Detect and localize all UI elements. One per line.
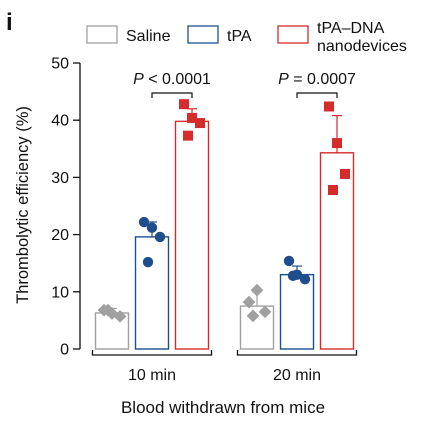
data-point [328,184,338,195]
data-point [242,295,256,309]
x-axis-label: Blood withdrawn from mice [121,398,325,417]
data-point [340,168,350,179]
bar [279,273,315,350]
data-point [250,283,264,297]
x-tick-label: 10 min [128,367,176,384]
p-value-label: P = 0.0007 [278,71,356,88]
legend: Saline tPA tPA–DNA nanodevices [86,20,407,55]
y-axis: 0 10 20 30 40 50 [51,56,81,359]
legend-label-tpa: tPA [227,28,252,45]
bars [94,108,355,350]
y-tick-label: 50 [51,56,69,73]
data-point [332,138,342,149]
data-point [154,231,166,243]
y-tick-label: 10 [51,284,69,301]
legend-swatch-saline [86,25,118,44]
data-point [287,270,299,281]
data-point [179,99,189,110]
x-axis: 10 min 20 min [91,350,358,384]
data-point [183,130,193,141]
panel-label: i [6,9,13,36]
significance-bracket [296,92,338,98]
bar [134,236,170,350]
bar [174,120,210,350]
legend-swatch-tpa [187,25,219,44]
data-point [113,310,127,323]
data-points [97,99,350,323]
data-point [324,101,334,112]
x-group-bracket [236,350,358,356]
data-point [101,303,115,317]
significance-annotations: P < 0.0001 P = 0.0007 [133,71,356,98]
data-point [195,118,205,129]
y-axis-label: Thrombolytic efficiency (%) [14,106,32,304]
data-point [138,216,150,228]
data-point [142,256,154,268]
data-point [299,274,311,285]
data-point [146,222,158,233]
y-tick-label: 30 [51,170,69,187]
y-tick-label: 20 [51,227,69,244]
y-tick-label: 40 [51,113,69,130]
data-point [187,112,197,123]
bar [319,152,355,350]
data-point [246,309,260,323]
y-tick-label: 0 [60,342,69,359]
data-point [258,305,272,319]
p-value-label: P < 0.0001 [133,71,211,88]
data-point [283,255,295,267]
legend-swatch-tpa-dna [277,25,309,44]
legend-label-tpa-dna: tPA–DNA nanodevices [317,20,407,55]
x-tick-label: 20 min [273,367,321,384]
x-group-bracket [91,350,213,356]
legend-label-saline: Saline [126,28,171,45]
significance-bracket [151,92,193,98]
